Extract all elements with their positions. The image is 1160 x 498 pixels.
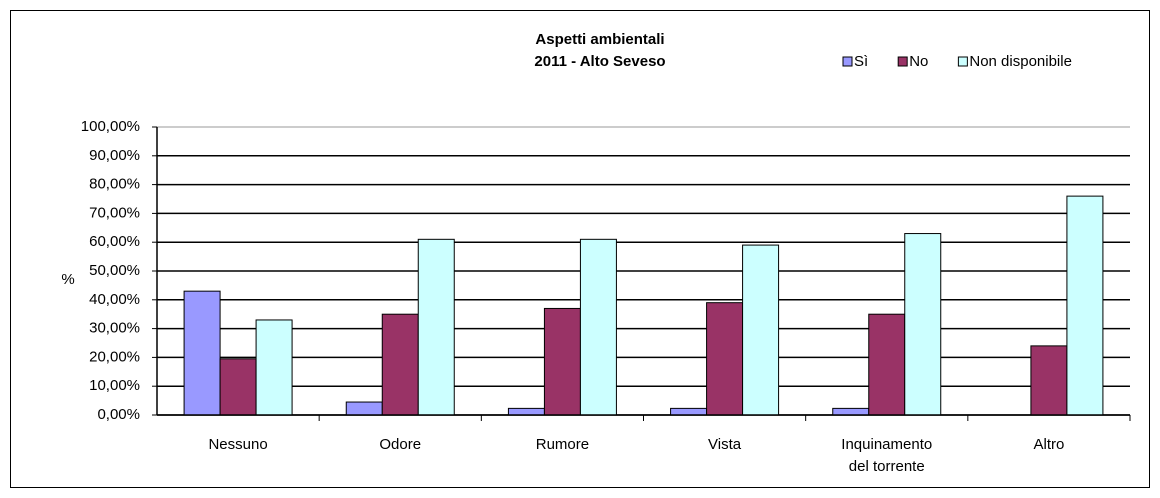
legend-label: Non disponibile [969, 53, 1072, 70]
bar [183, 290, 221, 416]
y-tick-label: 80,00% [89, 176, 140, 193]
bar [742, 244, 780, 416]
bar [417, 238, 455, 416]
y-tick-label: 60,00% [89, 233, 140, 250]
bar [345, 401, 383, 416]
bar [670, 407, 708, 416]
bar [832, 407, 870, 416]
bar [868, 313, 906, 416]
x-tick-label: Vista [708, 436, 742, 453]
y-tick-label: 10,00% [89, 377, 140, 394]
bar [219, 358, 257, 416]
legend-label: No [909, 53, 928, 70]
x-tick-label: Nessuno [208, 436, 267, 453]
chart-title: Aspetti ambientali [535, 31, 664, 48]
y-tick-label: 30,00% [89, 320, 140, 337]
bar [706, 302, 744, 416]
y-tick-label: 50,00% [89, 262, 140, 279]
x-tick-label: Inquinamento del torrente [841, 436, 932, 475]
y-tick-label: 20,00% [89, 348, 140, 365]
bar [381, 313, 419, 416]
bar [507, 407, 545, 416]
legend-swatch [957, 56, 968, 67]
x-tick-label: Rumore [536, 436, 589, 453]
x-tick-label: Odore [379, 436, 421, 453]
y-axis-label: % [61, 271, 74, 288]
bar [255, 319, 293, 416]
bar [543, 307, 581, 416]
bar [579, 238, 617, 416]
y-tick-label: 0,00% [97, 406, 140, 423]
bar [1066, 195, 1104, 416]
x-tick-label: Altro [1033, 436, 1064, 453]
legend-swatch [897, 56, 908, 67]
y-tick-label: 100,00% [81, 118, 140, 135]
bar [1030, 345, 1068, 416]
y-tick-label: 90,00% [89, 147, 140, 164]
chart-subtitle: 2011 - Alto Seveso [534, 53, 665, 70]
legend-swatch [842, 56, 853, 67]
bar [904, 233, 942, 416]
y-tick-label: 70,00% [89, 204, 140, 221]
y-tick-label: 40,00% [89, 291, 140, 308]
legend-label: Sì [854, 53, 868, 70]
